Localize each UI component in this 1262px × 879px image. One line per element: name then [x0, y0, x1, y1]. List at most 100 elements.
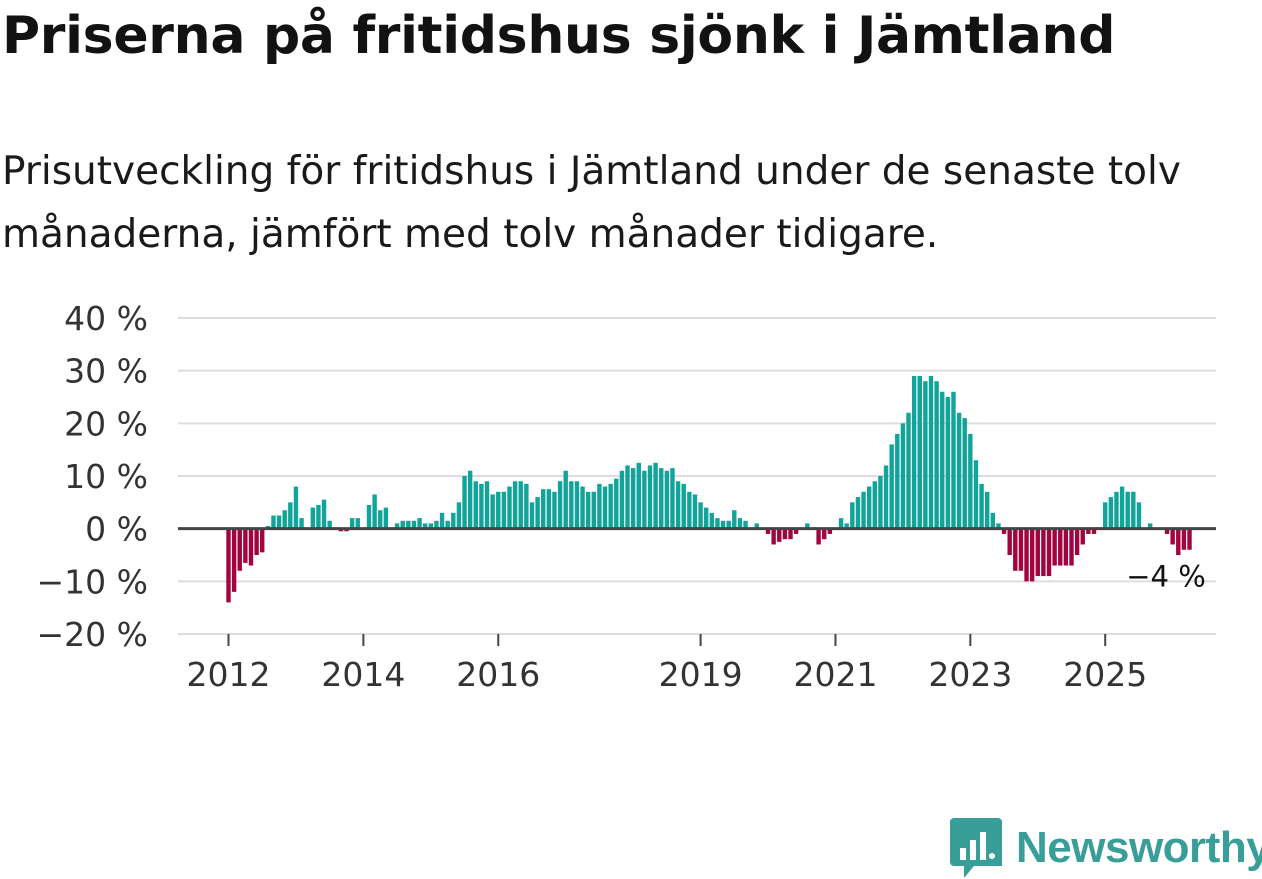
bar: [501, 491, 507, 529]
bar: [479, 483, 484, 529]
bar: [1029, 528, 1035, 582]
annotations: −4 %: [1126, 560, 1206, 594]
bar: [299, 518, 304, 529]
bar: [1176, 528, 1181, 555]
bar: [439, 512, 445, 529]
bar: [872, 481, 877, 529]
bar: [659, 468, 664, 529]
bar: [226, 528, 231, 603]
chart-bars: [226, 375, 1192, 603]
bar: [473, 481, 478, 529]
bar: [990, 512, 996, 529]
bar: [602, 486, 608, 529]
bar: [321, 499, 327, 529]
bar: [378, 510, 383, 529]
bar: [231, 528, 237, 592]
bar: [816, 528, 821, 545]
bar: [608, 483, 613, 529]
bar: [1164, 528, 1170, 534]
bar: [1035, 528, 1040, 577]
bar: [940, 391, 945, 529]
chart-subtitle: Prisutveckling för fritidshus i Jämtland…: [2, 149, 1181, 257]
bar: [1187, 528, 1192, 550]
bar-chart: 40 %30 %20 %10 %0 %−10 %−20 % 2012 2014 20…: [37, 299, 1216, 694]
bar: [574, 481, 580, 529]
bar: [535, 497, 540, 529]
bar: [614, 478, 619, 529]
bar: [1058, 528, 1063, 566]
bar: [237, 528, 242, 571]
bar: [1114, 491, 1119, 529]
x-tick-label: 2016: [456, 655, 540, 694]
y-tick-label: 0 %: [85, 510, 148, 549]
brand-logo: Newsworthy: [950, 818, 1262, 878]
bar: [653, 462, 658, 529]
bar: [423, 523, 428, 529]
bar: [619, 470, 625, 529]
bar: [647, 465, 653, 529]
bar: [383, 507, 389, 529]
bar: [451, 512, 456, 529]
bar: [1091, 528, 1097, 534]
bar: [552, 491, 557, 529]
bar: [1024, 528, 1029, 582]
bar: [484, 481, 490, 529]
bar: [850, 502, 855, 529]
bar: [580, 486, 585, 529]
bar: [1170, 528, 1175, 545]
bar: [372, 494, 377, 529]
bar: [855, 497, 861, 529]
bar: [349, 518, 355, 529]
bar: [951, 391, 956, 529]
brand-name: Newsworthy: [1016, 823, 1262, 872]
bar: [675, 481, 681, 529]
bar: [793, 528, 799, 534]
bar: [973, 460, 979, 529]
bar: [765, 528, 771, 534]
bar: [788, 528, 793, 540]
bar: [979, 483, 984, 529]
bar: [1125, 491, 1130, 529]
bar: [394, 523, 400, 529]
y-tick-label: 30 %: [64, 352, 148, 391]
bar: [1046, 528, 1052, 577]
bar: [490, 494, 495, 529]
bar: [692, 494, 698, 529]
bar: [288, 502, 293, 529]
bar: [524, 483, 529, 529]
bar: [1147, 523, 1153, 529]
bar: [743, 520, 748, 529]
y-tick-label: 40 %: [64, 299, 148, 338]
bar: [822, 528, 827, 540]
bar: [254, 528, 259, 555]
y-axis-labels: 40 % 30 % 20 % 10 % 0 % −10 % −20 %: [37, 299, 149, 654]
bar: [563, 470, 568, 529]
bar: [917, 375, 922, 529]
bar: [636, 462, 641, 529]
bar: [1052, 528, 1057, 566]
y-tick-label: 10 %: [64, 457, 148, 496]
bar: [310, 507, 315, 529]
bar: [260, 528, 265, 553]
bar: [1013, 528, 1018, 571]
bar: [1080, 528, 1085, 545]
bar: [591, 491, 596, 529]
bar: [670, 468, 675, 529]
bar: [512, 481, 518, 529]
bar: [434, 520, 439, 529]
bar: [411, 520, 417, 529]
x-tick-label: 2021: [793, 655, 877, 694]
bar: [546, 489, 552, 529]
y-tick-label: −20 %: [37, 615, 149, 654]
bar: [456, 502, 462, 529]
bar: [771, 528, 776, 545]
bar: [985, 491, 990, 529]
bar: [698, 502, 703, 529]
newsworthy-logo-icon: [950, 818, 1002, 878]
bar: [293, 486, 299, 529]
bar: [271, 515, 276, 529]
bar: [911, 375, 917, 529]
bar: [900, 423, 906, 529]
bar: [962, 418, 967, 529]
bar: [507, 486, 512, 529]
